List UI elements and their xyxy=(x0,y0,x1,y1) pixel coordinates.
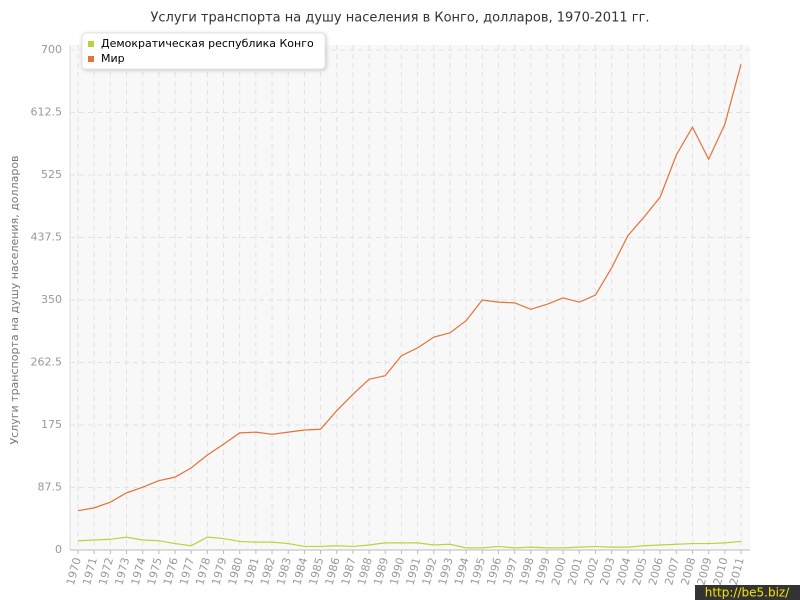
legend: Демократическая республика Конго Мир xyxy=(81,32,326,70)
data-line xyxy=(77,536,742,549)
plot-area xyxy=(70,45,750,550)
y-tick-label: 525 xyxy=(41,168,62,181)
watermark: http://be5.biz/ xyxy=(705,586,790,600)
watermark-bg xyxy=(695,585,800,600)
legend-box xyxy=(81,32,326,70)
chart-title: Услуги транспорта на душу населения в Ко… xyxy=(150,11,649,26)
y-tick-label: 262.5 xyxy=(31,356,63,369)
y-tick-label: 700 xyxy=(41,43,62,56)
data-line xyxy=(77,64,742,512)
legend-marker xyxy=(88,41,94,47)
y-tick-label: 612.5 xyxy=(31,106,63,119)
legend-marker xyxy=(88,56,94,62)
y-tick-label: 87.5 xyxy=(38,481,63,494)
legend-label: Мир xyxy=(101,52,125,65)
y-axis-label: Услуги транспорта на душу населения, дол… xyxy=(8,155,21,444)
y-tick-label: 0 xyxy=(55,543,62,556)
y-tick-label: 437.5 xyxy=(31,231,63,244)
y-tick-label: 175 xyxy=(41,418,62,431)
y-tick-label: 350 xyxy=(41,293,62,306)
legend-label: Демократическая республика Конго xyxy=(101,37,314,50)
